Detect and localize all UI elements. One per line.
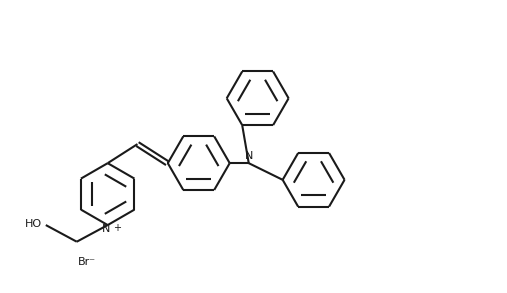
Text: +: + bbox=[113, 223, 121, 233]
Text: HO: HO bbox=[25, 219, 42, 229]
Text: Br⁻: Br⁻ bbox=[78, 257, 96, 267]
Text: N: N bbox=[102, 224, 111, 234]
Text: N: N bbox=[244, 151, 253, 161]
